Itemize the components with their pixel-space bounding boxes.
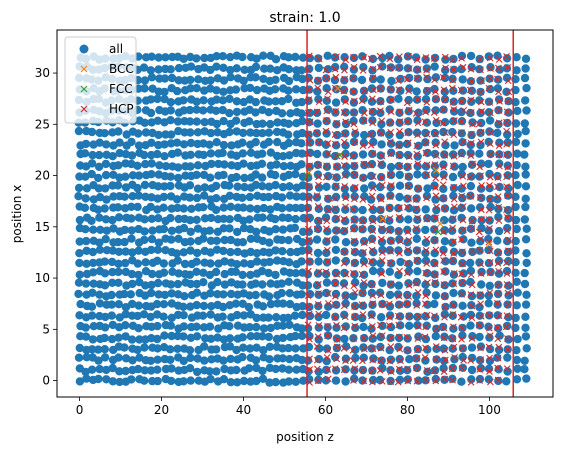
- legend-marker-all: [79, 44, 89, 54]
- x-axis: 0 20 40 60 80 100: [76, 397, 501, 417]
- legend-label-fcc: FCC: [109, 82, 133, 96]
- legend-marker-fcc: [80, 85, 88, 93]
- y-tick-label: 0: [42, 374, 50, 388]
- y-tick-label: 10: [35, 271, 50, 285]
- y-tick-label: 20: [35, 169, 50, 183]
- y-tick-label: 30: [35, 66, 50, 80]
- x-axis-label: position z: [276, 430, 334, 444]
- point-bcc: [379, 215, 387, 223]
- boundary-lines: [306, 30, 514, 397]
- x-tick-label: 80: [400, 403, 415, 417]
- point-bcc: [432, 167, 440, 174]
- x-tick-label: 0: [76, 403, 84, 417]
- legend-marker-hcp: [80, 105, 88, 113]
- point-fcc: [336, 151, 344, 159]
- point-bcc: [486, 240, 493, 248]
- point-bcc: [436, 220, 444, 228]
- point-bcc: [334, 85, 342, 92]
- legend-label-bcc: BCC: [109, 62, 134, 76]
- point-fcc: [434, 228, 442, 236]
- x-tick-label: 20: [154, 403, 169, 417]
- legend-marker-bcc: [80, 65, 88, 73]
- series-hcp: [304, 52, 513, 386]
- legend: all BCC FCC HCP: [64, 36, 137, 124]
- series-bcc-fcc: [303, 85, 493, 248]
- chart-title: strain: 1.0: [269, 10, 340, 26]
- plot-frame: [56, 29, 554, 398]
- legend-label-hcp: HCP: [109, 102, 134, 116]
- x-tick-label: 60: [318, 403, 333, 417]
- x-tick-label: 40: [236, 403, 251, 417]
- y-axis: 0 5 10 15 20 25 30: [35, 66, 57, 388]
- x-tick-label: 100: [478, 403, 501, 417]
- plot-area: [74, 30, 531, 397]
- y-axis-label: position x: [10, 185, 24, 243]
- y-tick-label: 5: [42, 322, 50, 336]
- legend-label-all: all: [109, 42, 123, 56]
- y-tick-label: 25: [35, 117, 50, 131]
- y-tick-label: 15: [35, 220, 50, 234]
- hcp-markers: [304, 52, 513, 386]
- legend-box: [64, 36, 137, 124]
